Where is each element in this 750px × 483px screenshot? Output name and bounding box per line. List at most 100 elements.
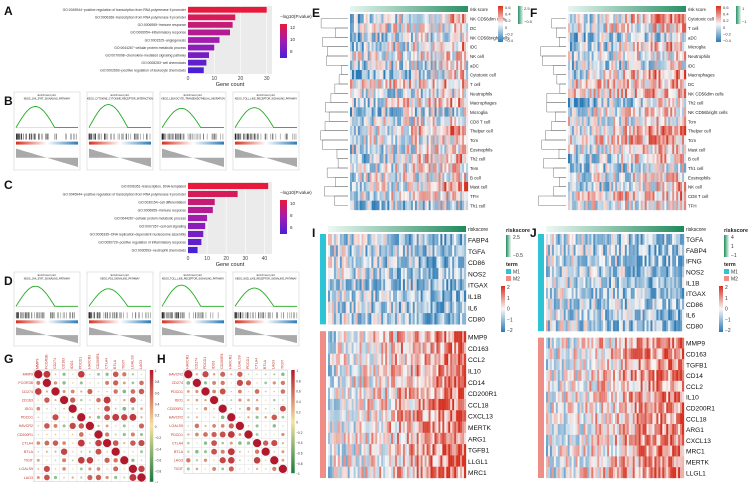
heatmap-cell	[333, 342, 337, 354]
heatmap-cell	[381, 23, 384, 33]
heatmap-cell	[444, 376, 447, 388]
heatmap-cell	[387, 234, 390, 246]
heatmap-cell	[676, 88, 679, 99]
heatmap-cell	[634, 172, 637, 183]
corr-circle	[37, 450, 40, 453]
heatmap-cell	[621, 107, 624, 117]
heatmap-cell	[355, 79, 359, 89]
heatmap-cell	[426, 301, 429, 314]
heatmap-cell	[440, 172, 443, 183]
heatmap-cell	[440, 107, 443, 117]
dendrogram-branch	[556, 74, 566, 85]
heatmap-cell	[391, 163, 394, 173]
heatmap-cell	[369, 172, 372, 183]
corr-circle	[218, 404, 227, 413]
corr-circle	[113, 466, 119, 472]
heatmap-cell	[569, 182, 573, 192]
heatmap-cell	[569, 144, 573, 155]
heatmap-cell	[573, 98, 577, 108]
panel-label-d: D	[4, 274, 13, 288]
heatmap-cell	[440, 42, 443, 52]
heatmap-cell	[410, 200, 414, 211]
heatmap-cell	[365, 387, 368, 400]
heatmap-cell	[440, 290, 443, 302]
heatmap-cell	[454, 42, 457, 52]
heatmap-cell	[350, 14, 353, 24]
heatmap-cell	[424, 342, 427, 354]
heatmap-cell	[605, 144, 608, 155]
heatmap-cell	[444, 290, 447, 302]
heatmap-cell	[668, 107, 671, 117]
heatmap-cell	[452, 234, 455, 246]
heatmap-cell	[391, 279, 394, 291]
corr-circle	[187, 407, 190, 410]
heatmap-cell	[634, 144, 637, 155]
heatmap-cell	[450, 313, 453, 325]
heatmap-cell	[361, 107, 364, 117]
heatmap-cell	[377, 126, 380, 136]
heatmap-cell	[658, 135, 661, 145]
legend-tick: 0.2	[505, 18, 511, 23]
heatmap-cell	[432, 245, 435, 257]
heatmap-cell	[385, 290, 388, 302]
heatmap-cell	[458, 376, 461, 388]
heatmap-cell	[684, 88, 687, 99]
heatmap-cell	[585, 200, 588, 211]
heatmap-cell	[438, 267, 441, 280]
heatmap-cell	[375, 267, 378, 280]
heatmap-cell	[581, 163, 584, 173]
category-label: GO:0044267~cellular protein metabolic pr…	[114, 216, 186, 220]
heatmap-cell	[351, 172, 355, 183]
heatmap-cell	[355, 256, 358, 269]
corr-circle	[219, 457, 226, 464]
heatmap-cell	[375, 23, 378, 33]
heatmap-cell	[587, 32, 590, 43]
heatmap-cell	[569, 51, 573, 61]
heatmap-cell	[424, 256, 427, 269]
category-label: GO:0008283~cell chemotaxis	[141, 61, 186, 65]
heatmap-cell	[460, 200, 463, 211]
heatmap-cell	[672, 60, 675, 71]
heatmap-cell	[420, 107, 423, 117]
heatmap-cell	[581, 88, 584, 99]
heatmap-cell	[373, 191, 376, 201]
heatmap-cell	[347, 267, 350, 280]
heatmap-cell	[632, 163, 636, 173]
heatmap-cell	[328, 387, 331, 400]
heatmap-cell	[587, 51, 590, 61]
bar	[188, 59, 207, 66]
dendrogram-branch	[338, 74, 348, 85]
heatmap-cell	[436, 301, 439, 314]
heatmap-cell	[399, 116, 402, 127]
heatmap-cell	[442, 191, 445, 201]
heatmap-cell	[401, 51, 404, 61]
heatmap-cell	[577, 116, 580, 127]
heatmap-cell	[603, 32, 606, 43]
heatmap-cell	[371, 279, 374, 291]
heatmap-cell	[632, 79, 636, 89]
gsea-curve	[234, 107, 297, 129]
heatmap-cell	[347, 353, 350, 366]
corr-circle	[43, 370, 51, 378]
heatmap-cell	[407, 14, 410, 24]
heatmap-cell	[603, 70, 606, 80]
heatmap-cell	[664, 154, 667, 164]
heatmap-cell	[385, 365, 388, 377]
heatmap-cell	[444, 98, 447, 108]
heatmap-cell	[568, 200, 571, 211]
heatmap-cell	[367, 353, 370, 366]
corr-circle	[195, 459, 199, 462]
heatmap-cell	[595, 116, 598, 127]
heatmap-cell	[349, 301, 352, 314]
heatmap-cell	[684, 60, 687, 71]
heatmap-cell	[668, 60, 671, 71]
heatmap-cell	[430, 116, 433, 127]
heatmap-cell	[581, 60, 584, 71]
heatmap-cell	[363, 14, 366, 24]
heatmap-cell	[615, 42, 618, 52]
heatmap-cell	[591, 154, 594, 164]
heatmap-cell	[422, 172, 425, 183]
heatmap-cell	[329, 290, 333, 302]
heatmap-cell	[682, 14, 685, 24]
heatmap-cell	[365, 135, 368, 145]
